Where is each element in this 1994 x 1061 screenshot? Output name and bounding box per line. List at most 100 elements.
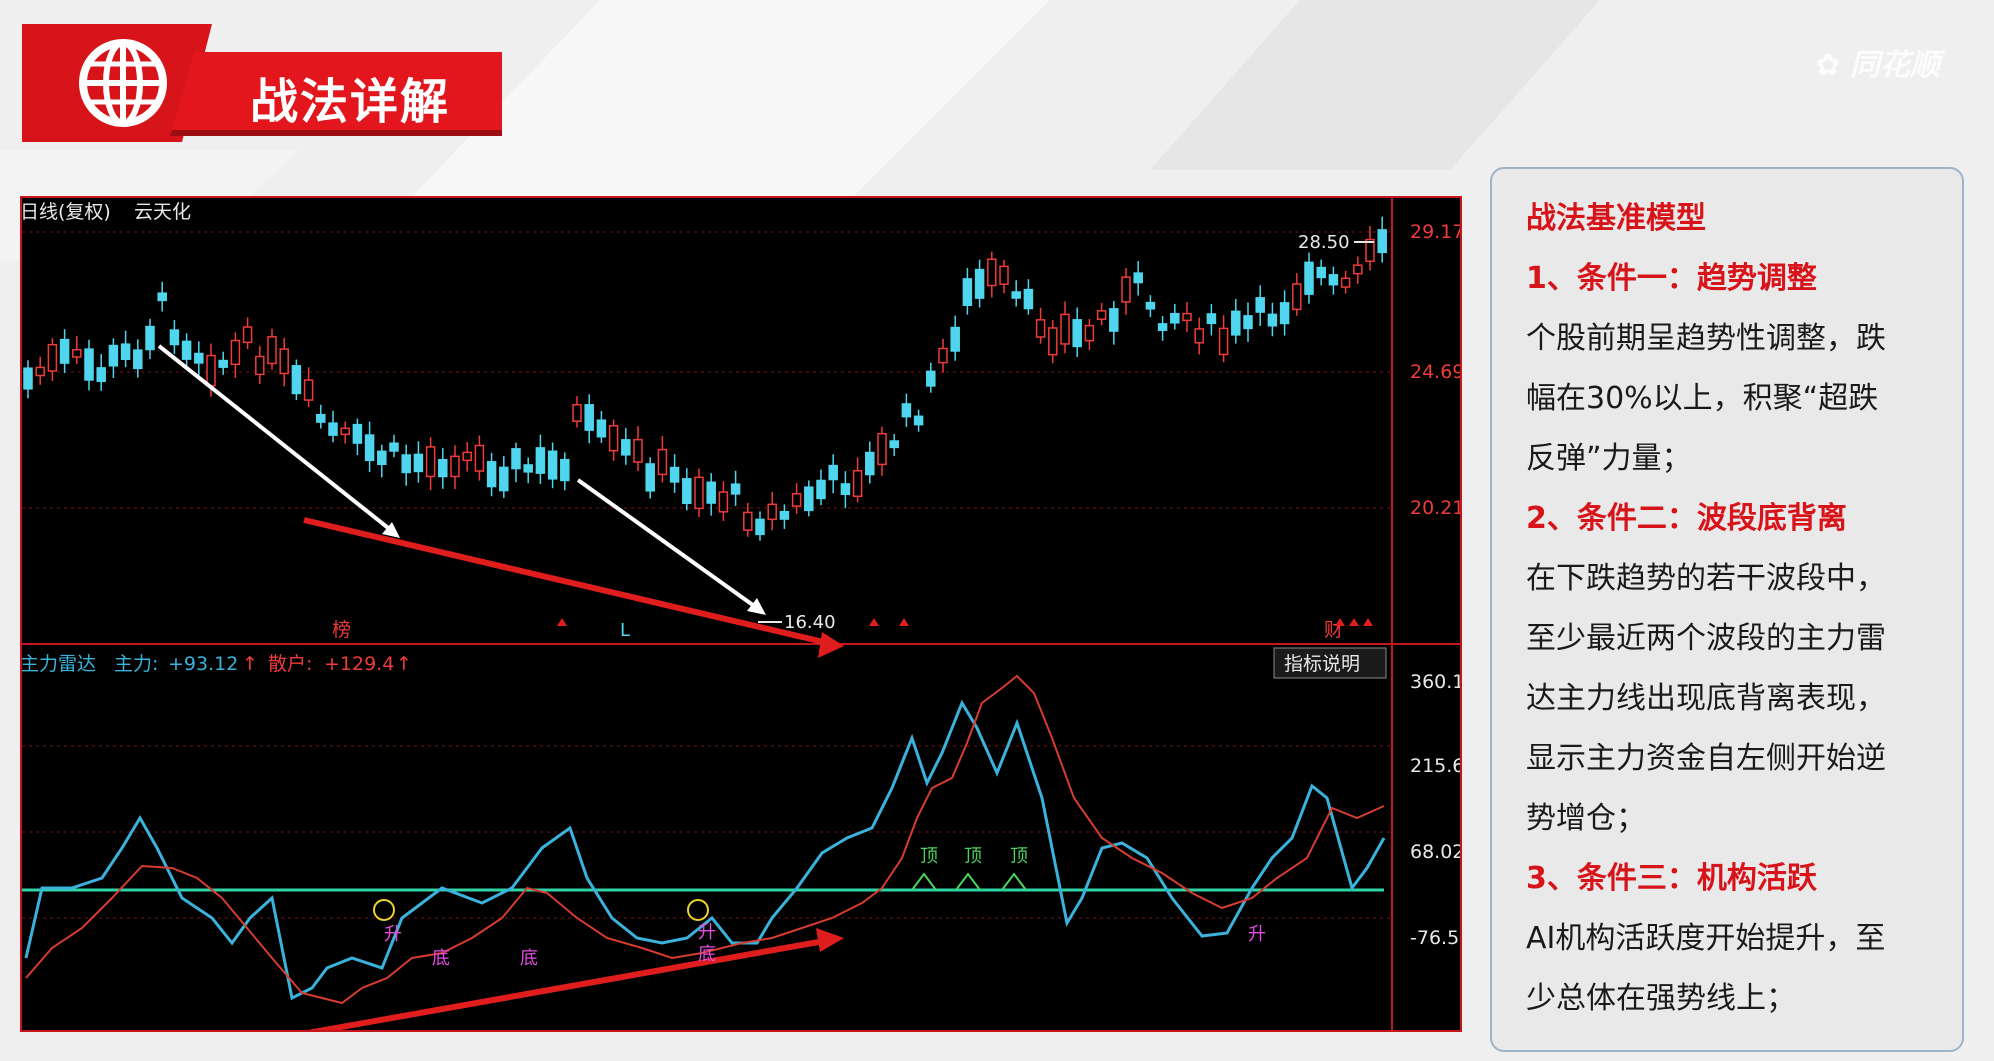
candle-body [584, 404, 594, 431]
candle-body [694, 476, 704, 510]
zhuli-line [24, 699, 1386, 1001]
candle-body [1243, 315, 1253, 330]
candle-body [255, 355, 265, 376]
candle-body [657, 448, 668, 476]
zhuli-label: 主力: [114, 653, 158, 675]
candle-body [987, 258, 997, 287]
condition-2-title: 2、条件二：波段底背离 [1526, 501, 1847, 536]
candle-body [645, 463, 655, 492]
white-trend-arrow [576, 478, 766, 615]
candle-body [816, 479, 826, 500]
candle-body [438, 458, 448, 478]
candle-body [523, 464, 533, 473]
candle-body [316, 413, 326, 423]
candle-body [1206, 313, 1217, 325]
candle-body [1121, 276, 1131, 303]
di-mark: 底 [520, 948, 538, 969]
price-tick: 20.21 [1410, 497, 1462, 519]
candle-body [999, 265, 1009, 285]
candle-body [669, 466, 680, 483]
ding-mark: 顶 [920, 846, 938, 867]
l-marker: L [620, 620, 630, 641]
candle-body [1292, 283, 1302, 311]
watermark-text: 同花顺 [1850, 48, 1940, 83]
candle-body [572, 404, 582, 422]
candle-body [547, 450, 558, 480]
candle-body [340, 427, 350, 436]
candle-body [889, 440, 899, 449]
candle-body [206, 354, 216, 387]
candle-body [120, 343, 131, 360]
red-divergence-arrow [307, 928, 844, 1030]
candle-body [596, 419, 607, 438]
candle-body [511, 448, 521, 470]
candle-body [1011, 291, 1021, 299]
candle-body [194, 352, 204, 364]
white-trend-arrow [157, 344, 400, 538]
price-tick: 24.69 [1410, 361, 1462, 383]
di-mark: 底 [432, 948, 450, 969]
candle-body [877, 432, 887, 466]
candle-body [462, 451, 472, 462]
indicator-name: 主力雷达 [22, 653, 96, 675]
strategy-panel: 战法基准模型 1、条件一：趋势调整 个股前期呈趋势性调整，跌 幅在30%以上，积… [1490, 167, 1964, 1052]
candle-body [377, 450, 387, 466]
candle-body [1072, 319, 1082, 348]
indicator-tick: -76.50 [1410, 927, 1462, 949]
condition-3-text: 少总体在强势线上； [1526, 981, 1796, 1016]
candle-body [828, 464, 838, 481]
candle-body [474, 444, 485, 472]
candle-body [1218, 327, 1229, 356]
indicator-tick: 68.02 [1410, 841, 1462, 863]
sanhu-line [25, 674, 1385, 1005]
page-title: 战法详解 [250, 74, 451, 130]
candle-body [974, 268, 985, 299]
indicator-tick: 360.14 [1410, 671, 1462, 693]
candle-body [108, 344, 119, 367]
candle-body [791, 493, 802, 507]
globe-icon [79, 39, 167, 127]
red-trend-arrow [303, 517, 844, 658]
candle-body [633, 438, 643, 463]
di-mark: 底 [698, 944, 716, 965]
condition-2-text: 至少最近两个波段的主力雷 [1526, 621, 1886, 656]
ding-triangles [911, 872, 1027, 891]
high-price-label: 28.50 [1298, 232, 1350, 253]
candle-body [267, 336, 277, 365]
watermark-logo: ✿ 同花顺 [1815, 48, 1940, 83]
sanhu-label: 散户: [268, 653, 312, 675]
candle-body [779, 510, 790, 520]
condition-3-title: 3、条件三：机构活跃 [1526, 861, 1817, 896]
chart-mode-label: 日线(复权) [22, 201, 111, 223]
candle-body [913, 415, 924, 426]
candle-body [1048, 327, 1058, 356]
low-price-label: 16.40 [784, 612, 836, 633]
candle-body [865, 451, 875, 476]
signal-circle [373, 899, 395, 921]
candle-body [279, 348, 289, 375]
condition-1-text: 幅在30%以上，积聚“超跌 [1526, 381, 1879, 416]
candle-body [35, 366, 45, 377]
candle-body [59, 338, 70, 364]
candle-body [804, 486, 814, 512]
indicator-explain-button[interactable]: 指标说明 [1273, 647, 1387, 679]
candle-body [767, 503, 777, 521]
panel-heading: 战法基准模型 [1526, 201, 1706, 236]
candle-body [852, 470, 863, 498]
condition-1-text: 个股前期呈趋势性调整，跌 [1526, 321, 1886, 356]
candle-body [499, 466, 509, 492]
candlestick-series [23, 216, 1387, 541]
candle-body [486, 461, 497, 488]
candle-body [181, 340, 192, 360]
candle-body [730, 483, 741, 495]
candle-body [621, 439, 631, 456]
candle-body [1377, 229, 1387, 254]
candle-body [926, 370, 936, 387]
candle-body [72, 348, 82, 358]
candle-body [291, 365, 302, 395]
up-arrow-icon: ↑ [396, 653, 412, 675]
candle-body [1365, 238, 1375, 262]
candle-body [1316, 266, 1326, 279]
zhuli-value: +93.12 [168, 653, 238, 675]
candle-body [96, 367, 106, 382]
